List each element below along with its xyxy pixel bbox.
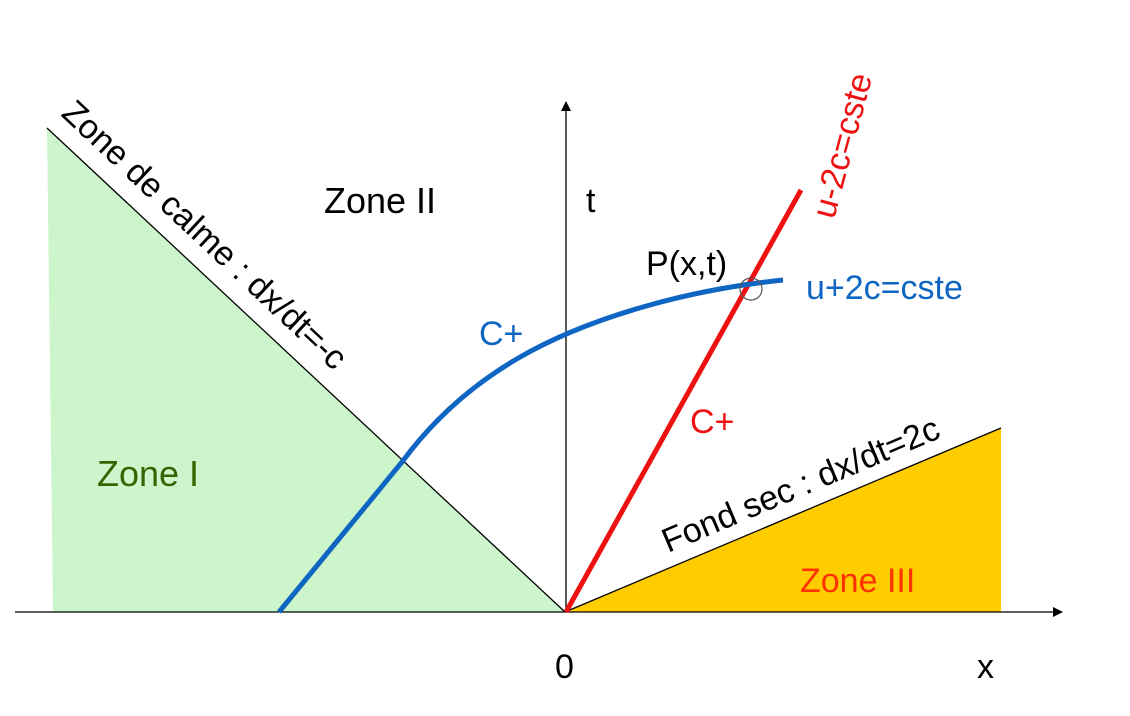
origin-label: 0 [555, 648, 574, 686]
blue-characteristic-curve [277, 277, 784, 614]
t-axis-label: t [586, 182, 596, 220]
blue-invariant-label: u+2c=cste [806, 269, 963, 307]
point-p-marker [739, 277, 763, 301]
zone-i-label: Zone I [97, 453, 199, 494]
zone-iii-label: Zone III [800, 562, 915, 600]
point-p-label: P(x,t) [646, 245, 727, 283]
calm-zone-boundary-line [46, 127, 566, 613]
blue-c-plus-label: C+ [479, 315, 523, 353]
red-invariant-label: u-2c=cste [805, 69, 880, 222]
red-characteristic-line [563, 188, 804, 614]
x-axis-label: x [977, 648, 994, 686]
zone-ii-label: Zone II [324, 180, 436, 221]
dry-bed-boundary-line [564, 427, 1002, 613]
red-c-plus-label: C+ [690, 403, 734, 441]
